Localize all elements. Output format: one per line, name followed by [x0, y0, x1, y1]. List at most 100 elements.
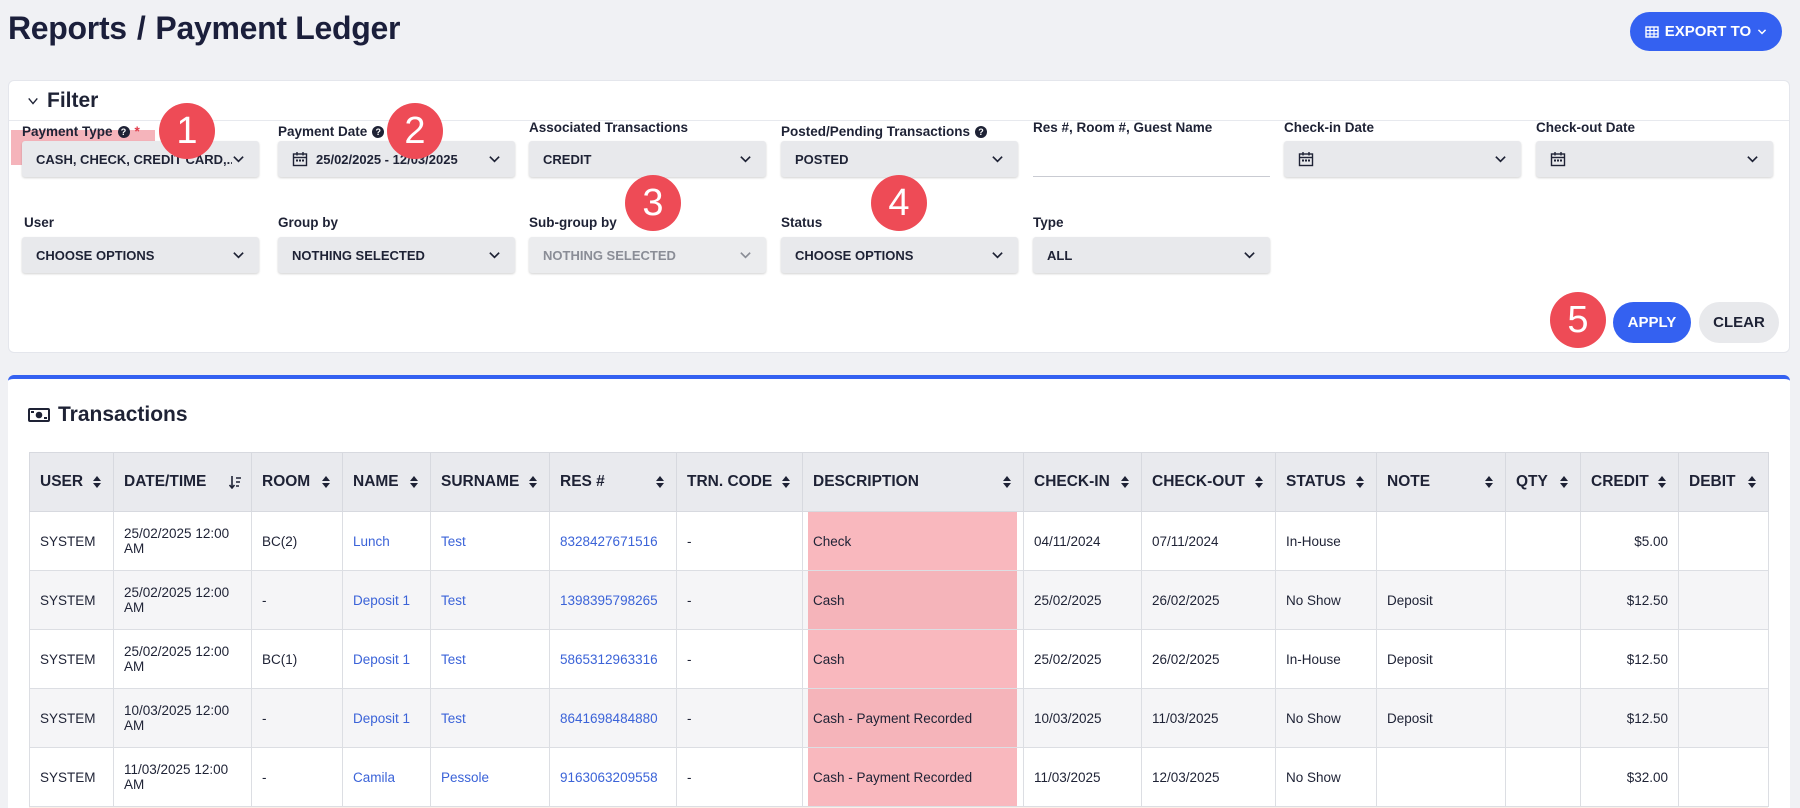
checkout-date-picker[interactable]	[1536, 141, 1773, 177]
cell-checkin: 11/03/2025	[1023, 747, 1142, 807]
sort-icon[interactable]	[1253, 475, 1265, 489]
chevron-down-icon	[992, 155, 1003, 163]
cell-trn: -	[676, 511, 803, 571]
sort-icon[interactable]	[1656, 475, 1668, 489]
filter-title: Filter	[47, 88, 99, 112]
page-title: Reports / Payment Ledger	[8, 10, 400, 47]
sort-icon[interactable]	[1483, 475, 1495, 489]
column-header[interactable]: SURNAME	[430, 452, 550, 512]
payment-type-select[interactable]: CASH, CHECK, CREDIT CARD,...	[22, 141, 259, 177]
column-header-label: CHECK-IN	[1034, 473, 1110, 490]
sort-descending-icon[interactable]	[229, 475, 241, 489]
column-header[interactable]: CHECK-OUT	[1141, 452, 1276, 512]
calendar-icon	[1298, 152, 1314, 167]
cell-surname[interactable]: Test	[430, 629, 550, 689]
column-header-label: RES #	[560, 473, 605, 490]
user-select[interactable]: CHOOSE OPTIONS	[22, 237, 259, 273]
column-header[interactable]: USER	[29, 452, 114, 512]
table-row[interactable]: SYSTEM 11/03/2025 12:00 AM - Camila Pessole 9…	[29, 747, 1769, 807]
cell-desc: Cash	[802, 629, 1024, 689]
subgroup-by-select[interactable]: NOTHING SELECTED	[529, 237, 766, 273]
description-text: Check	[813, 533, 852, 549]
sort-icon[interactable]	[1354, 475, 1366, 489]
cell-note	[1376, 511, 1506, 571]
description-highlight	[808, 571, 1017, 629]
type-select[interactable]: ALL	[1033, 237, 1270, 273]
cell-name[interactable]: Deposit 1	[342, 688, 431, 748]
column-header[interactable]: DEBIT	[1678, 452, 1769, 512]
table-row[interactable]: SYSTEM 25/02/2025 12:00 AM BC(2) Lunch Test 8…	[29, 511, 1769, 571]
column-header[interactable]: RES #	[549, 452, 677, 512]
cell-user: SYSTEM	[29, 511, 114, 571]
payment-date-label-text: Payment Date	[278, 124, 368, 139]
sort-icon[interactable]	[320, 475, 332, 489]
cell-status: In-House	[1275, 511, 1377, 571]
cell-name[interactable]: Deposit 1	[342, 570, 431, 630]
res-search-input[interactable]	[1033, 141, 1270, 177]
cell-room: BC(2)	[251, 511, 343, 571]
sort-icon[interactable]	[1558, 475, 1570, 489]
column-header[interactable]: DESCRIPTION	[802, 452, 1024, 512]
associated-transactions-select[interactable]: CREDIT	[529, 141, 766, 177]
column-header[interactable]: NOTE	[1376, 452, 1506, 512]
cell-surname[interactable]: Test	[430, 688, 550, 748]
help-icon[interactable]: ?	[117, 125, 130, 138]
cell-res[interactable]: 1398395798265	[549, 570, 677, 630]
cell-debit	[1678, 629, 1769, 689]
type-label: Type	[1033, 215, 1064, 230]
column-header[interactable]: ROOM	[251, 452, 343, 512]
cell-name[interactable]: Camila	[342, 747, 431, 807]
column-header-label: USER	[40, 473, 84, 490]
clear-button[interactable]: CLEAR	[1699, 302, 1779, 343]
cell-name[interactable]: Lunch	[342, 511, 431, 571]
column-header[interactable]: STATUS	[1275, 452, 1377, 512]
cell-surname[interactable]: Pessole	[430, 747, 550, 807]
group-by-select[interactable]: NOTHING SELECTED	[278, 237, 515, 273]
cell-datetime: 25/02/2025 12:00 AM	[113, 629, 252, 689]
table-row[interactable]: SYSTEM 10/03/2025 12:00 AM - Deposit 1 Test 8…	[29, 688, 1769, 748]
column-header[interactable]: CHECK-IN	[1023, 452, 1142, 512]
sort-icon[interactable]	[527, 475, 539, 489]
column-header[interactable]: NAME	[342, 452, 431, 512]
cell-user: SYSTEM	[29, 629, 114, 689]
chevron-down-icon	[233, 155, 244, 163]
column-header[interactable]: CREDIT	[1580, 452, 1679, 512]
breadcrumb-reports[interactable]: Reports	[8, 10, 127, 46]
cell-debit	[1678, 747, 1769, 807]
sort-icon[interactable]	[1001, 475, 1013, 489]
column-header[interactable]: DATE/TIME	[113, 452, 252, 512]
cell-surname[interactable]: Test	[430, 570, 550, 630]
table-row[interactable]: SYSTEM 25/02/2025 12:00 AM - Deposit 1 Test 1…	[29, 570, 1769, 630]
help-icon[interactable]: ?	[372, 125, 385, 138]
cell-trn: -	[676, 688, 803, 748]
cell-res[interactable]: 9163063209558	[549, 747, 677, 807]
column-header[interactable]: QTY	[1505, 452, 1581, 512]
column-header[interactable]: TRN. CODE	[676, 452, 803, 512]
posted-pending-select[interactable]: POSTED	[781, 141, 1018, 177]
cell-res[interactable]: 5865312963316	[549, 629, 677, 689]
apply-button[interactable]: APPLY	[1613, 302, 1691, 343]
sort-icon[interactable]	[654, 475, 666, 489]
column-header-label: SURNAME	[441, 473, 520, 490]
column-header-label: NAME	[353, 473, 399, 490]
cell-res[interactable]: 8328427671516	[549, 511, 677, 571]
cell-name[interactable]: Deposit 1	[342, 629, 431, 689]
sort-icon[interactable]	[1746, 475, 1758, 489]
cell-qty	[1505, 511, 1581, 571]
cell-credit: $12.50	[1580, 688, 1679, 748]
export-button[interactable]: EXPORT TO	[1630, 12, 1782, 51]
help-icon[interactable]: ?	[975, 125, 988, 138]
sort-icon[interactable]	[1119, 475, 1131, 489]
status-select[interactable]: CHOOSE OPTIONS	[781, 237, 1018, 273]
sort-icon[interactable]	[408, 475, 420, 489]
checkin-date-picker[interactable]	[1284, 141, 1521, 177]
cell-surname[interactable]: Test	[430, 511, 550, 571]
breadcrumb-current: Payment Ledger	[155, 10, 401, 46]
sort-icon[interactable]	[780, 475, 792, 489]
chevron-down-icon	[1244, 251, 1255, 259]
filter-header[interactable]: Filter	[9, 81, 1789, 121]
sort-icon[interactable]	[91, 475, 103, 489]
cell-checkin: 04/11/2024	[1023, 511, 1142, 571]
cell-res[interactable]: 8641698484880	[549, 688, 677, 748]
